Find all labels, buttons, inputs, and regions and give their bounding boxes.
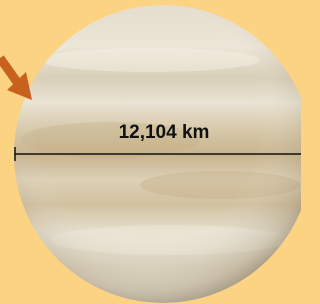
page: 12,104 km (() => { const data = JSON.par… — [0, 0, 301, 304]
diameter-label: 12,104 km — [119, 122, 210, 143]
illustration: 12,104 km — [0, 0, 301, 304]
arrow — [0, 58, 32, 100]
planet — [10, 0, 301, 304]
